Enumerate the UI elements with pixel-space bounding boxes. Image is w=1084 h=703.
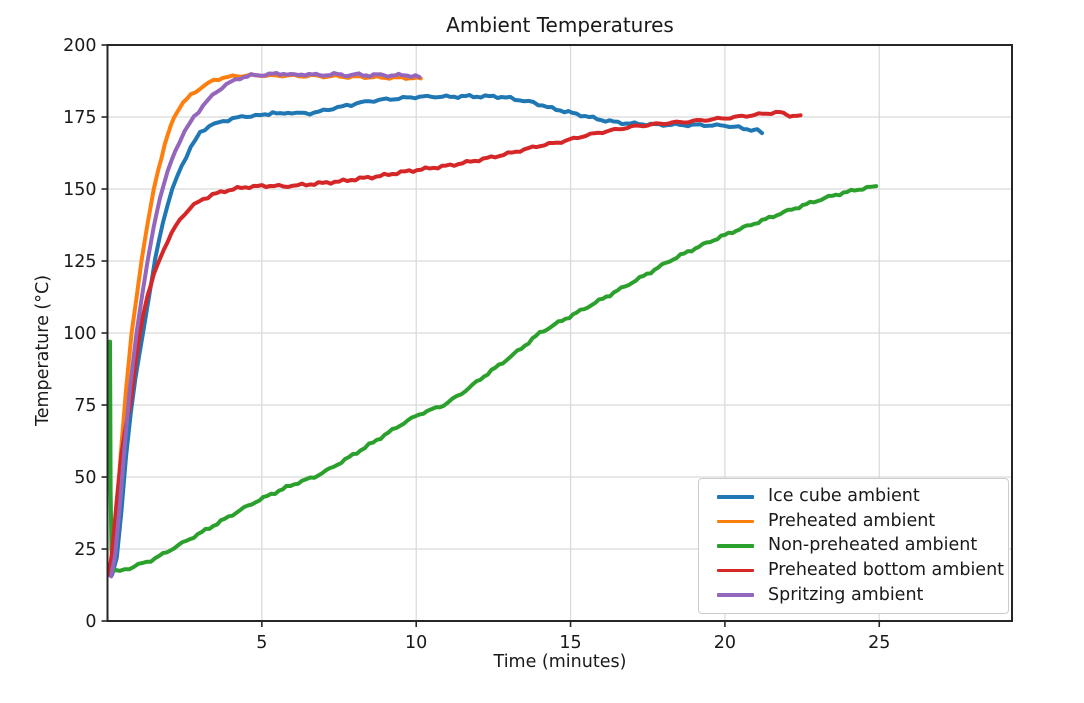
legend-item-spritzing-ambient: Spritzing ambient (709, 584, 998, 605)
x-axis-label: Time (minutes) (493, 652, 627, 672)
x-tick-label: 10 (405, 633, 427, 653)
y-tick-label: 175 (63, 108, 96, 128)
y-tick-label: 100 (63, 324, 96, 344)
chart-title: Ambient Temperatures (446, 13, 674, 37)
legend-item-preheated-ambient: Preheated ambient (709, 510, 998, 531)
legend-line-sample (717, 568, 754, 573)
legend-label: Spritzing ambient (768, 584, 924, 605)
y-tick-label: 50 (74, 468, 96, 488)
series-line-preheated-bottom-ambient (107, 109, 803, 577)
legend-item-ice-cube-ambient: Ice cube ambient (709, 486, 998, 506)
legend-line-sample (717, 544, 754, 548)
legend-label: Non-preheated ambient (768, 535, 978, 556)
legend-line-sample (717, 519, 754, 524)
legend-label: Preheated ambient (768, 510, 936, 531)
y-tick-label: 150 (63, 180, 96, 200)
legend-item-preheated-bottom-ambient: Preheated bottom ambient (709, 561, 1004, 580)
legend: Ice cube ambient Preheated ambient Non-p… (698, 478, 1009, 614)
y-tick-label: 25 (74, 540, 96, 560)
y-tick-label: 125 (63, 252, 96, 272)
x-tick-label: 5 (256, 633, 267, 653)
x-tick-label: 20 (714, 633, 736, 653)
legend-label: Preheated bottom ambient (768, 559, 1005, 580)
y-tick-label: 75 (74, 396, 96, 416)
x-tick-label: 15 (559, 633, 581, 653)
y-axis-label: Temperature (°C) (33, 274, 53, 426)
legend-line-sample (717, 593, 754, 598)
x-tick-label: 25 (868, 633, 890, 653)
series-line-spritzing-ambient (109, 70, 422, 579)
y-tick-label: 0 (85, 612, 96, 632)
y-tick-label: 200 (63, 36, 96, 56)
legend-label: Ice cube ambient (768, 486, 920, 506)
legend-item-non-preheated-ambient: Non-preheated ambient (709, 537, 998, 555)
series-line-non-preheated-ambient (108, 184, 879, 573)
legend-line-sample (717, 494, 754, 499)
